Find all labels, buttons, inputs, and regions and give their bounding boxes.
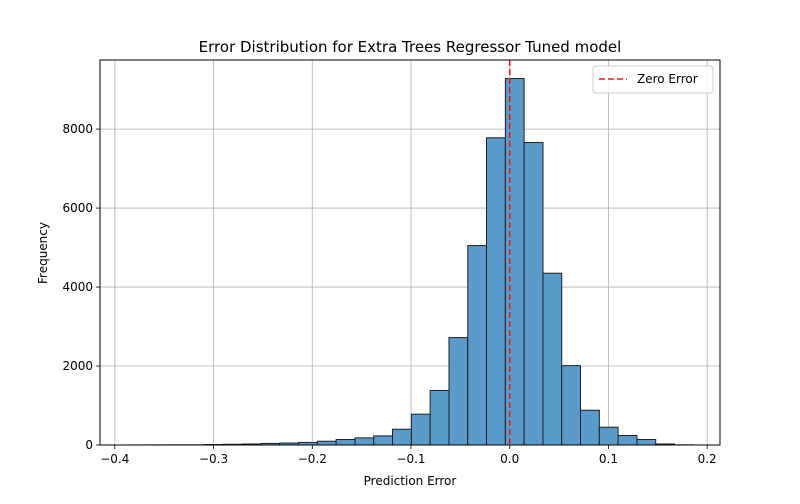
chart-title: Error Distribution for Extra Trees Regre… — [199, 38, 622, 56]
y-tick-label-3: 6000 — [62, 201, 93, 215]
histogram-bar-24 — [581, 410, 600, 445]
histogram-bar-15 — [411, 414, 430, 445]
histogram-bar-12 — [355, 438, 374, 445]
x-tick-label-1: −0.3 — [199, 452, 228, 466]
histogram-bar-11 — [336, 439, 355, 445]
histogram-bar-16 — [430, 391, 449, 445]
legend-label-zero-error: Zero Error — [637, 72, 698, 86]
histogram-bar-23 — [562, 366, 581, 445]
x-tick-label-4: 0.0 — [500, 452, 519, 466]
x-tick-label-6: 0.2 — [698, 452, 717, 466]
histogram-bar-27 — [637, 439, 656, 445]
x-axis-label: Prediction Error — [364, 474, 457, 488]
histogram-bar-26 — [618, 436, 637, 445]
x-tick-label-5: 0.1 — [599, 452, 618, 466]
y-tick-label-4: 8000 — [62, 122, 93, 136]
histogram-bar-17 — [449, 338, 468, 445]
y-tick-label-2: 4000 — [62, 280, 93, 294]
x-tick-label-0: −0.4 — [100, 452, 129, 466]
legend: Zero Error — [593, 66, 713, 93]
histogram-bar-10 — [317, 441, 336, 445]
y-axis-label: Frequency — [36, 222, 50, 284]
histogram-bar-13 — [374, 436, 393, 445]
histogram-bar-18 — [468, 246, 487, 445]
histogram-bar-20 — [505, 79, 524, 445]
y-tick-label-0: 0 — [85, 438, 93, 452]
histogram-bar-14 — [393, 429, 412, 445]
y-tick-label-1: 2000 — [62, 359, 93, 373]
x-tick-label-2: −0.2 — [298, 452, 327, 466]
histogram-bar-25 — [599, 427, 618, 445]
histogram-bar-21 — [524, 143, 543, 445]
histogram-bar-22 — [543, 273, 562, 445]
x-tick-label-3: −0.1 — [396, 452, 425, 466]
histogram-bar-19 — [487, 138, 506, 445]
